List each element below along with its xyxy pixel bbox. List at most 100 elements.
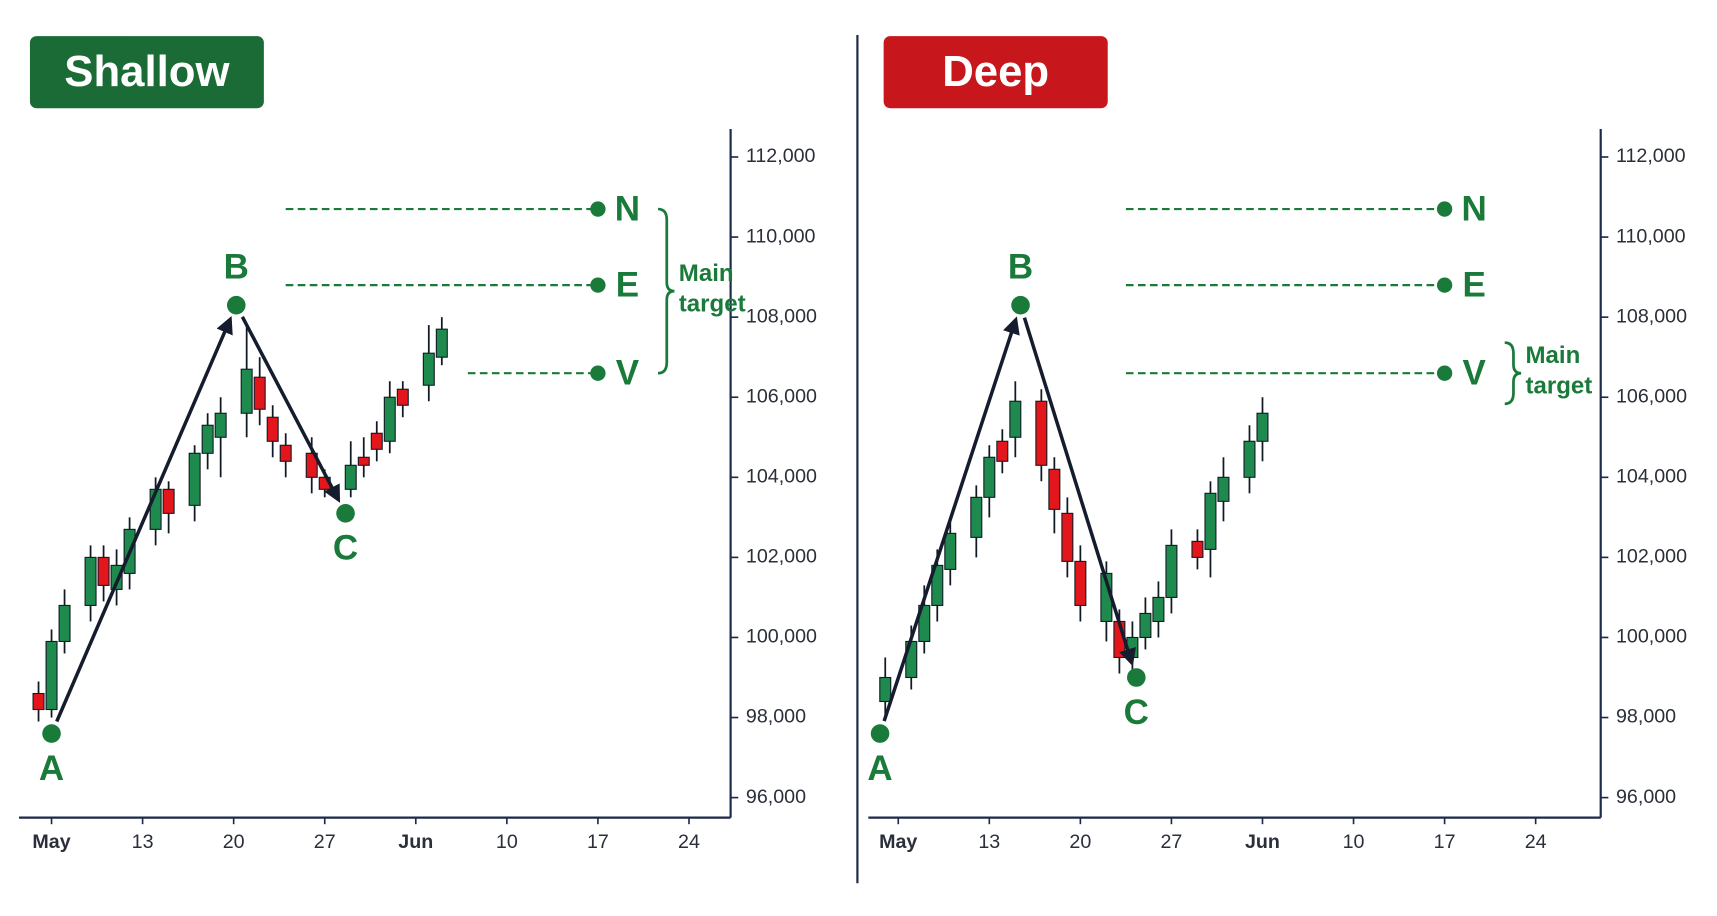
candle-body xyxy=(1256,412,1269,442)
x-tick-label: May xyxy=(879,831,917,853)
candle-body xyxy=(240,368,253,414)
x-tick-label: May xyxy=(32,831,70,853)
candle-body xyxy=(931,564,944,606)
y-tick-label: 110,000 xyxy=(1616,225,1686,247)
x-tick-label: 10 xyxy=(496,831,518,853)
wave-point xyxy=(1011,295,1030,315)
y-tick-label: 112,000 xyxy=(746,145,816,167)
wave-point xyxy=(1127,668,1146,687)
candle-body xyxy=(1165,544,1178,598)
wave-point xyxy=(226,295,246,315)
candle-body xyxy=(1191,540,1204,558)
y-tick-label: 100,000 xyxy=(1616,626,1687,648)
target-dot xyxy=(1436,277,1453,293)
candle-body xyxy=(983,456,996,498)
chart-title: Shallow xyxy=(64,47,230,96)
y-tick-label: 106,000 xyxy=(746,385,817,407)
y-tick-label: 98,000 xyxy=(746,706,806,728)
x-tick-label: Jun xyxy=(398,831,433,853)
candle-body xyxy=(1009,400,1022,438)
candle-body xyxy=(45,640,58,711)
target-bracket xyxy=(657,207,675,375)
candle-body xyxy=(1035,400,1048,466)
annotation-box: Main target xyxy=(1525,341,1593,400)
candle-body xyxy=(1048,468,1061,510)
annotation-box: Main target xyxy=(678,259,746,318)
candle-body xyxy=(357,456,370,466)
y-tick-label: 102,000 xyxy=(746,546,817,568)
x-tick-label: Jun xyxy=(1245,831,1280,853)
y-tick-label: 110,000 xyxy=(746,225,816,247)
candle-body xyxy=(162,488,175,514)
x-tick-label: 17 xyxy=(1434,831,1456,853)
candle-body xyxy=(32,692,45,711)
wave-arrow xyxy=(55,315,233,723)
chart-title: Deep xyxy=(942,47,1049,96)
y-tick-label: 96,000 xyxy=(1616,786,1676,808)
point-label: B xyxy=(224,247,249,286)
candle-body xyxy=(1204,492,1217,550)
y-tick-label: 104,000 xyxy=(746,466,817,488)
candle-body xyxy=(253,376,266,410)
candle-body xyxy=(435,328,448,358)
target-dot xyxy=(1436,365,1453,381)
candle-body xyxy=(370,432,383,450)
y-tick-label: 108,000 xyxy=(1616,305,1687,327)
y-tick-label: 108,000 xyxy=(746,305,817,327)
wave-arrow xyxy=(1022,317,1136,667)
target-label: V xyxy=(616,354,640,393)
candle-body xyxy=(996,440,1009,462)
candle-body xyxy=(1217,476,1230,502)
y-tick-label: 106,000 xyxy=(1616,385,1687,407)
x-tick-label: 10 xyxy=(1343,831,1365,853)
candle-body xyxy=(188,452,201,506)
y-tick-label: 100,000 xyxy=(746,626,817,648)
x-tick-label: 17 xyxy=(587,831,609,853)
x-tick-label: 24 xyxy=(678,831,700,853)
candle-body xyxy=(1074,560,1087,606)
main-target-annotation: Main target xyxy=(678,259,746,318)
wave-arrow xyxy=(882,316,1020,722)
x-tick-label: 27 xyxy=(314,831,336,853)
panel: Deep 96,000 98,000 100,000 102,000 104,000 106… xyxy=(867,36,1687,853)
candle-body xyxy=(58,604,71,643)
target-dot xyxy=(1436,201,1453,217)
point-label: C xyxy=(333,529,358,568)
y-tick-label: 112,000 xyxy=(1616,145,1686,167)
candle-body xyxy=(110,564,123,590)
candle-body xyxy=(344,464,357,490)
target-label: N xyxy=(615,189,640,228)
candle-body xyxy=(97,556,110,586)
candle-body xyxy=(879,676,892,703)
candle-body xyxy=(1139,612,1152,639)
candle-body xyxy=(84,556,97,606)
target-dot xyxy=(590,277,606,293)
candle-body xyxy=(305,452,318,478)
point-label: B xyxy=(1008,247,1033,286)
candle-body xyxy=(383,396,396,442)
target-label: E xyxy=(616,266,639,305)
point-label: A xyxy=(39,749,64,788)
y-tick-label: 102,000 xyxy=(1616,546,1687,568)
candle-body xyxy=(201,424,214,454)
y-tick-label: 98,000 xyxy=(1616,706,1676,728)
candle-body xyxy=(214,412,227,438)
candle-body xyxy=(918,604,931,643)
x-tick-label: 24 xyxy=(1525,831,1547,853)
x-tick-label: 13 xyxy=(978,831,1000,853)
candle-body xyxy=(396,388,409,406)
main-target-annotation: Main target xyxy=(1525,341,1593,400)
candle-body xyxy=(266,416,279,442)
wave-point xyxy=(42,724,61,743)
title-badge xyxy=(883,36,1108,109)
point-label: C xyxy=(1124,693,1149,732)
wave-point xyxy=(870,724,890,743)
y-tick-label: 96,000 xyxy=(746,786,806,808)
candle-body xyxy=(970,496,983,538)
x-tick-label: 27 xyxy=(1160,831,1182,853)
target-dot xyxy=(590,365,606,381)
title-badge xyxy=(29,36,264,109)
candle-body xyxy=(1243,440,1256,478)
